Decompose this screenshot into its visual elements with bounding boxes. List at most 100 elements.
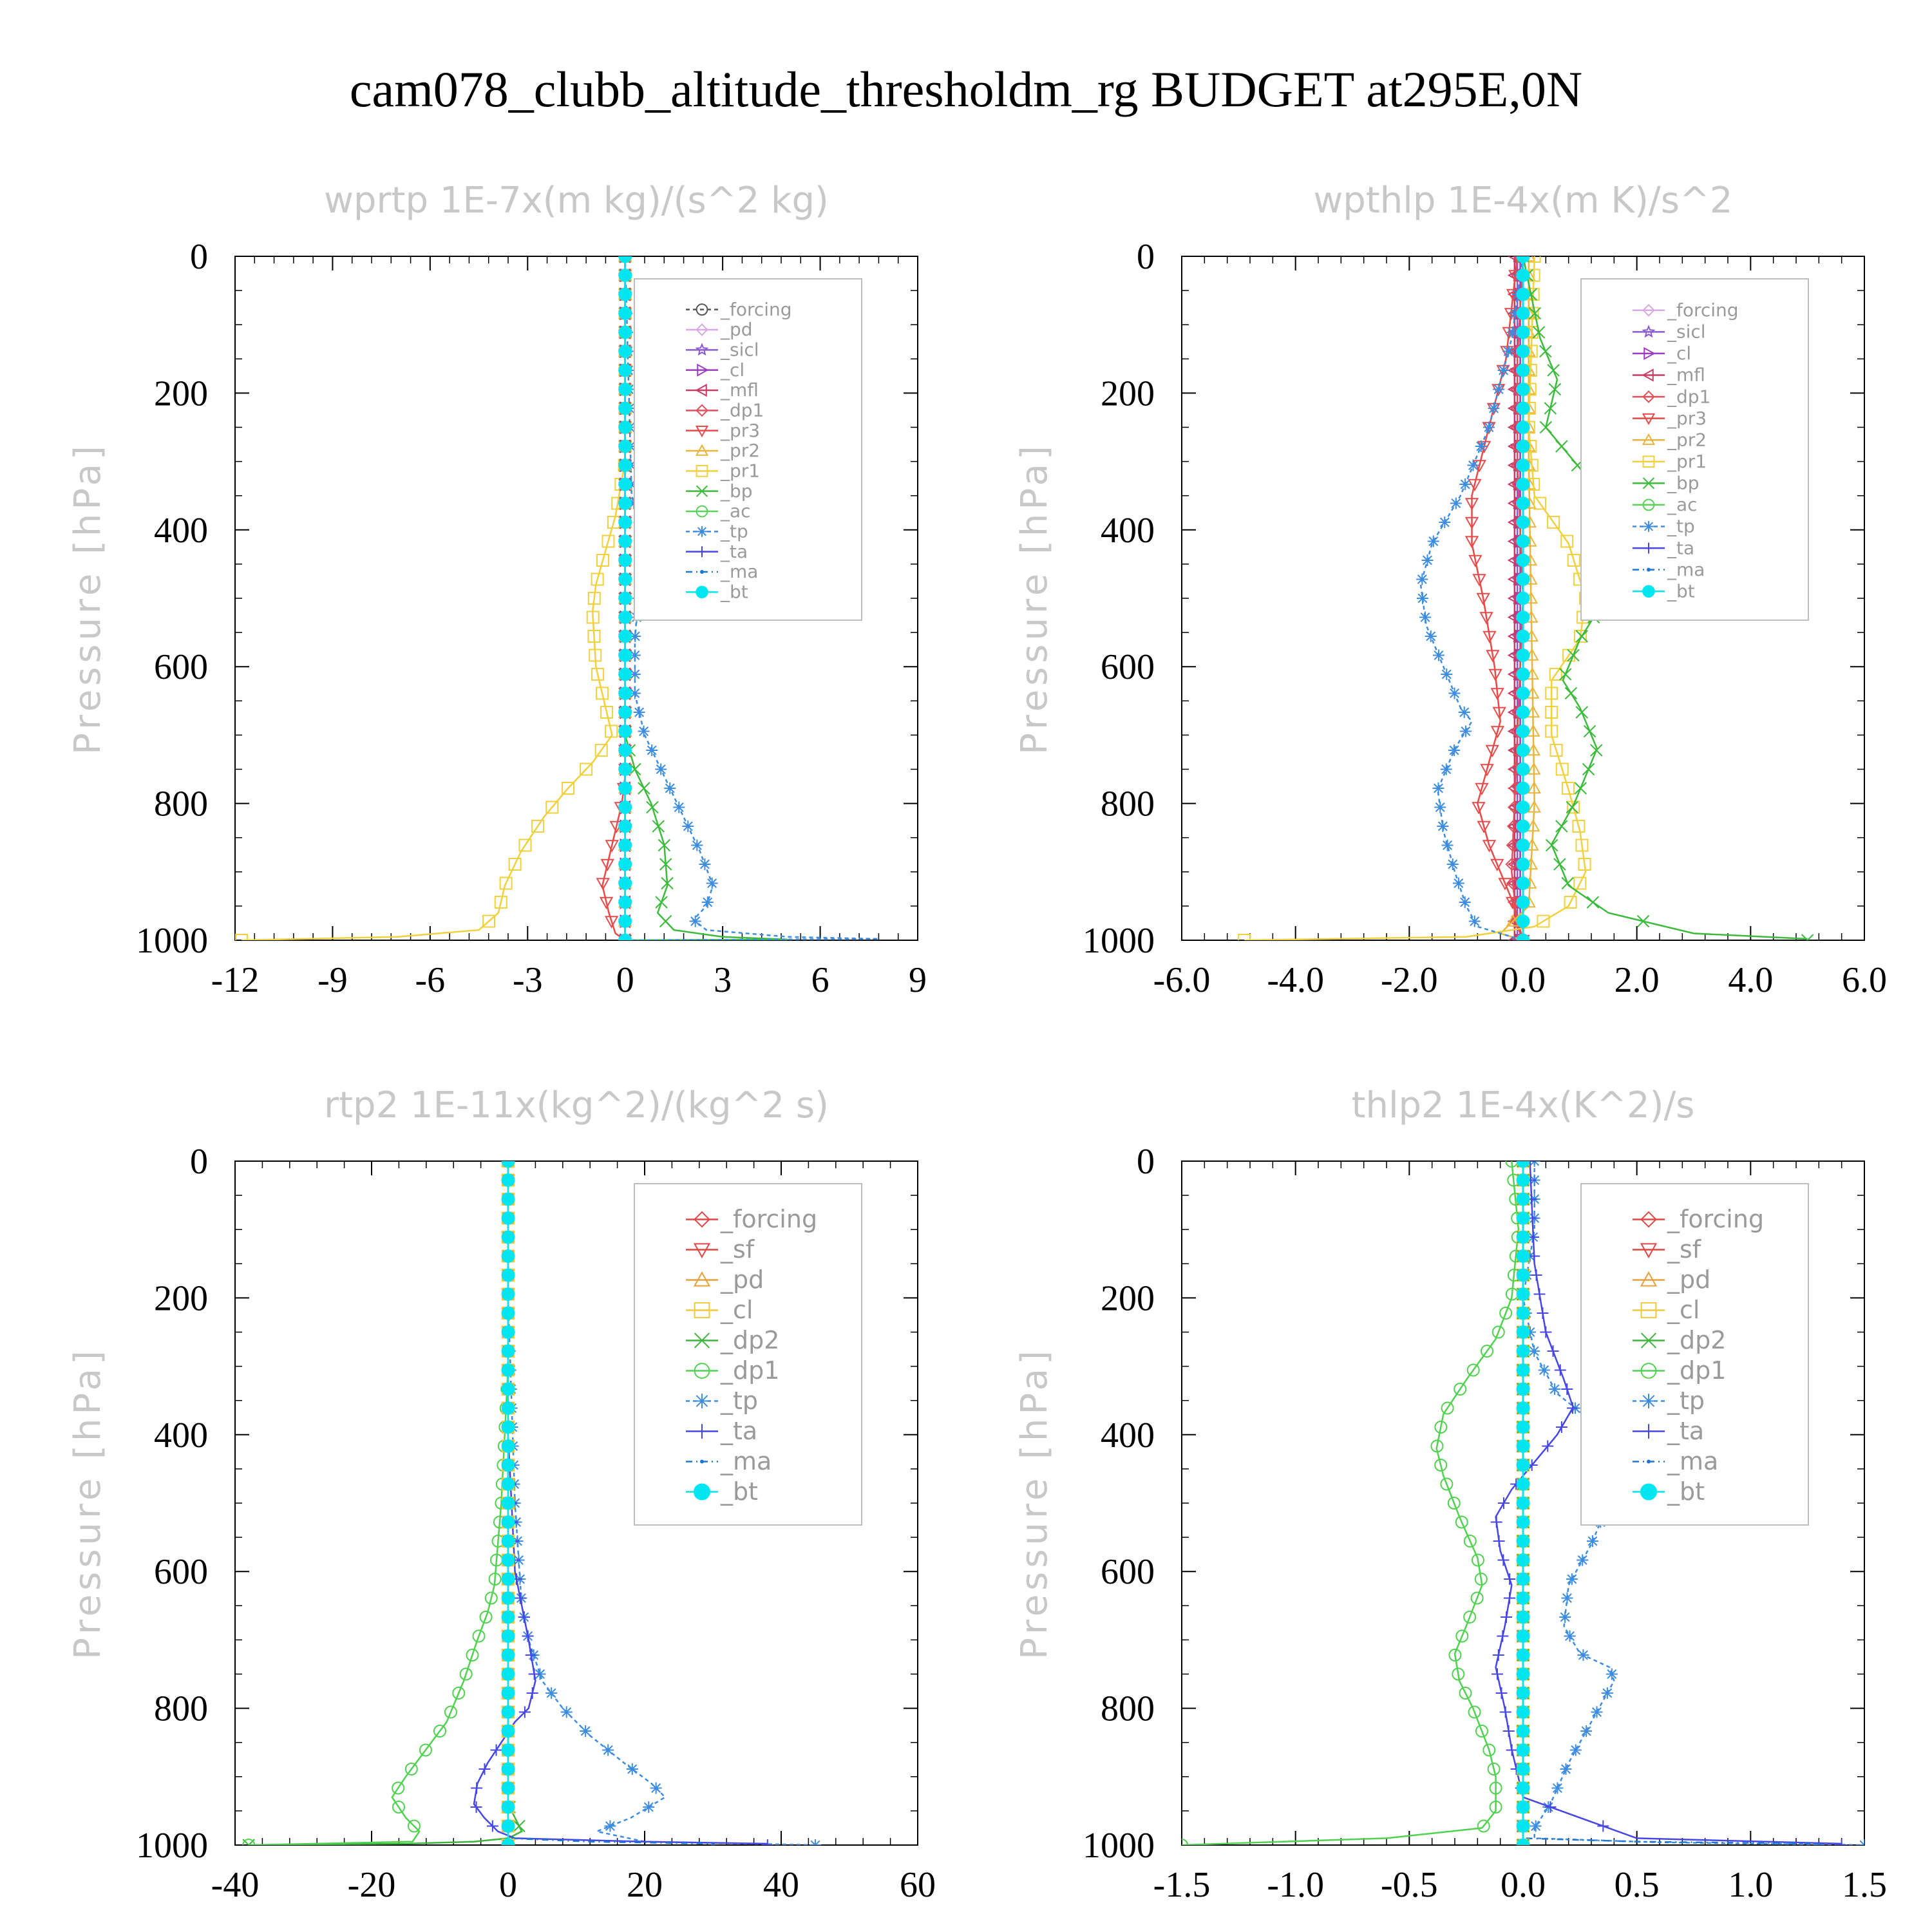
series-marker [1640, 1211, 1657, 1228]
x-tick-label: -40 [211, 1865, 260, 1905]
series-marker [586, 611, 600, 624]
series-marker [1640, 1332, 1657, 1349]
series-marker [1421, 554, 1434, 566]
series-marker [494, 896, 507, 909]
series-marker [699, 858, 711, 870]
series-marker [1440, 1477, 1454, 1491]
series-marker [1524, 1161, 1536, 1167]
series-marker [618, 515, 632, 529]
series-marker [1509, 307, 1521, 319]
y-tick-label: 1000 [136, 1826, 208, 1866]
series-dp2 [242, 1161, 526, 1845]
series-marker [1516, 459, 1530, 472]
series-marker [618, 800, 632, 814]
series-marker [1647, 567, 1651, 572]
series-marker [1527, 781, 1541, 794]
series-marker [1516, 1591, 1530, 1605]
series-marker [1516, 439, 1530, 453]
series-marker [1516, 1211, 1530, 1225]
series-marker [235, 934, 249, 940]
series-marker [1474, 1573, 1488, 1586]
series-marker [1432, 782, 1444, 794]
legend-entry-bt: _bt [1633, 580, 1695, 601]
x-tick-label: -9 [317, 960, 348, 1000]
series-marker [600, 858, 614, 872]
series-marker [1533, 1288, 1546, 1300]
legend-label: _pd [1667, 1265, 1710, 1294]
series-marker [1640, 1271, 1658, 1287]
series-marker [1516, 1439, 1530, 1453]
series-marker [1562, 649, 1576, 662]
series-marker [1641, 1424, 1656, 1439]
plot-area [1238, 256, 1814, 940]
x-tick-label: 0.0 [1501, 1865, 1546, 1905]
legend-label: _forcing [1667, 299, 1739, 321]
series-marker [618, 573, 632, 586]
legend: _forcing_pd_sicl_cl_mfl_dp1_pr3_pr2_pr1_… [634, 278, 862, 621]
series-marker [696, 485, 708, 497]
series-marker [600, 706, 614, 719]
legend-label: _pr3 [1667, 408, 1707, 429]
series-marker [501, 1553, 515, 1567]
series-marker [1549, 744, 1563, 757]
series-marker [560, 1706, 573, 1718]
x-tick-label: -6.0 [1153, 960, 1211, 1000]
series-marker [1466, 1363, 1480, 1377]
legend-entry-ma: _ma [1633, 559, 1705, 580]
series-marker [501, 1762, 515, 1776]
series-marker [1516, 800, 1530, 814]
series-marker [1530, 1269, 1542, 1281]
series-marker [618, 307, 632, 320]
series-marker [1516, 1572, 1530, 1586]
series-marker [1636, 914, 1650, 928]
y-tick-label: 0 [1137, 1142, 1155, 1182]
series-marker [513, 1819, 526, 1833]
series-marker [1642, 433, 1656, 445]
series-marker [528, 1668, 540, 1680]
series-marker [1564, 1630, 1576, 1642]
series-marker [482, 914, 496, 928]
series-marker [501, 1161, 515, 1168]
legend-entry-bt: _bt [686, 582, 748, 603]
panels: wprtp 1E-7x(m kg)/(s^2 kg) Pressure [hPa]… [67, 180, 1887, 1905]
series-marker [1506, 914, 1520, 927]
legend-entry-pr3: _pr3 [686, 420, 760, 441]
series-marker [452, 1687, 466, 1700]
series-marker [694, 1424, 710, 1439]
legend-label: _sf [720, 1235, 755, 1264]
legend-entry-tp: _tp [1633, 516, 1695, 537]
series-marker [1575, 706, 1588, 719]
series-marker [1504, 1592, 1515, 1604]
series-marker [1482, 1743, 1496, 1757]
legend-box [1580, 278, 1809, 621]
legend-label: _forcing [720, 299, 792, 320]
ticks: -12 -9 -6 -3 0 3 6 9 0 200 400 600 800 1000 [136, 237, 927, 1000]
series-marker [1455, 1629, 1469, 1643]
series-marker [691, 839, 703, 851]
series-marker [514, 1592, 526, 1604]
series-marker [591, 668, 605, 681]
x-tick-label: 0.5 [1615, 1865, 1660, 1905]
series-marker [1434, 1421, 1448, 1434]
series-marker [1516, 1648, 1530, 1662]
series-marker [596, 554, 610, 567]
legend-entry-ta: _ta [686, 1417, 757, 1445]
series-marker [501, 1173, 515, 1187]
series-marker [1548, 383, 1562, 396]
series-marker [1547, 1345, 1559, 1357]
series-marker [501, 1192, 515, 1206]
series-marker [1516, 1363, 1530, 1377]
series-marker [1516, 667, 1530, 681]
legend-label: _mfl [1667, 365, 1705, 386]
series-marker [1454, 1383, 1467, 1396]
series-marker [694, 1332, 710, 1349]
series-marker [1527, 800, 1542, 813]
series-marker [1577, 1554, 1589, 1566]
series-marker [1516, 1477, 1530, 1491]
series-marker [1516, 1420, 1530, 1434]
series-marker [1647, 1459, 1651, 1464]
series-marker [1516, 1192, 1530, 1206]
legend-entry-cl: _cl [686, 1296, 753, 1324]
series-marker [1432, 649, 1444, 661]
